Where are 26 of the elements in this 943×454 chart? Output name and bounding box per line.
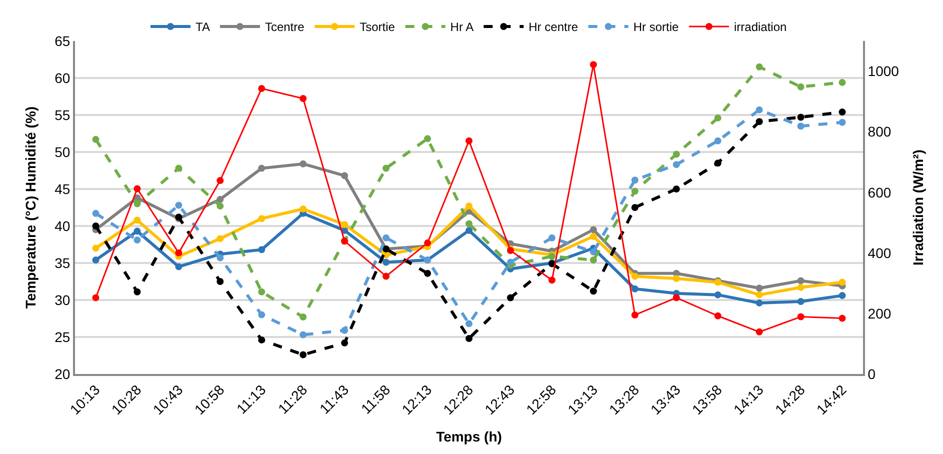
- y2-tick-label: 600: [868, 184, 892, 200]
- y-tick-label: 35: [54, 254, 70, 271]
- y-tick-label: 40: [54, 218, 70, 234]
- y-tick-label: 20: [54, 366, 70, 382]
- legend-label: irradiation: [734, 20, 787, 34]
- y-tick-label: 65: [54, 32, 70, 49]
- y2-axis-title: Irradiation (W/m²): [910, 150, 926, 266]
- legend-label: Tcentre: [264, 20, 305, 34]
- y2-tick-label: 800: [868, 124, 892, 140]
- legend-label: Hr centre: [528, 20, 578, 34]
- y-tick-label: 55: [54, 106, 70, 123]
- y-tick-label: 45: [54, 180, 70, 197]
- y-axis-title: Temperature (°C) Humidité (%): [22, 106, 39, 309]
- y-tick-label: 25: [54, 328, 70, 345]
- y2-tick-label: 200: [868, 305, 892, 322]
- y-tick-label: 50: [54, 144, 70, 160]
- y2-tick-label: 400: [868, 244, 892, 261]
- y2-tick-label: 1000: [868, 63, 900, 80]
- legend-label: TA: [196, 20, 210, 34]
- y-tick-label: 30: [54, 292, 70, 308]
- legend-label: Hr A: [450, 20, 474, 34]
- x-axis-title: Temps (h): [436, 428, 502, 444]
- legend-label: Hr sortie: [633, 20, 679, 34]
- legend-label: Tsortie: [360, 20, 396, 34]
- y-tick-label: 60: [54, 70, 70, 86]
- y2-tick-label: 0: [868, 366, 876, 382]
